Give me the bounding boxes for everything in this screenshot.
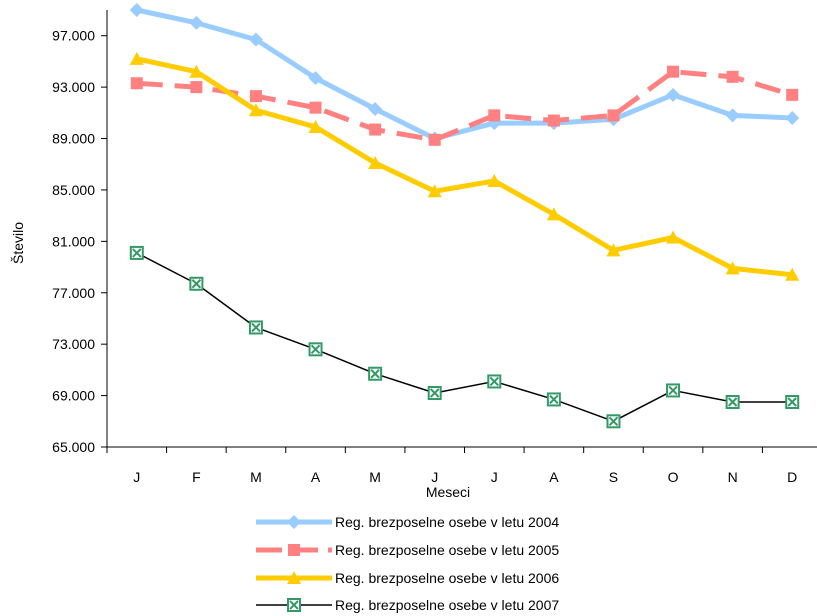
data-point: [308, 342, 323, 357]
x-tick-label: S: [609, 469, 618, 485]
data-point: [189, 64, 204, 78]
data-point: [487, 374, 502, 389]
data-point: [248, 103, 263, 117]
x-tick-label: M: [250, 469, 262, 485]
data-point: [368, 155, 383, 169]
data-point: [189, 15, 204, 30]
data-point: [607, 109, 620, 122]
axes: 65.000 69.000 73.000 77.000 81.000 85.000 89.0…: [52, 10, 817, 485]
data-point: [129, 51, 144, 65]
y-tick-label: 97.000: [52, 28, 95, 44]
y-tick-label: 93.000: [52, 79, 95, 95]
series-layer: [129, 3, 800, 429]
x-tick-label: J: [491, 469, 498, 485]
y-tick-label: 81.000: [52, 233, 95, 249]
data-point: [189, 276, 204, 291]
data-point: [427, 386, 442, 401]
legend-marker: [288, 544, 300, 556]
data-point: [666, 383, 681, 398]
x-tick-label: A: [311, 469, 321, 485]
data-point: [725, 108, 740, 123]
x-tick-label: M: [369, 469, 381, 485]
data-point: [248, 320, 263, 335]
data-point: [428, 133, 441, 146]
legend-marker: [287, 515, 301, 529]
data-point: [546, 207, 561, 221]
series-line: [136, 69, 793, 143]
data-point: [369, 123, 382, 136]
data-point: [130, 77, 143, 90]
x-tick-label: N: [728, 469, 738, 485]
legend-item-1: Reg. brezposelne osebe v letu 2004: [256, 514, 559, 530]
x-tick-label: J: [431, 469, 438, 485]
legend: Reg. brezposelne osebe v letu 2004 Reg. b…: [256, 514, 559, 613]
data-point: [666, 87, 681, 102]
data-point: [546, 392, 561, 407]
legend-item-4: Reg. brezposelne osebe v letu 2007: [256, 597, 559, 613]
data-point: [785, 267, 800, 281]
y-tick-label: 69.000: [52, 388, 95, 404]
series-1: [129, 3, 800, 146]
legend-label: Reg. brezposelne osebe v letu 2007: [335, 597, 559, 613]
data-point: [487, 173, 502, 187]
x-tick-label: F: [192, 469, 201, 485]
x-tick-label: A: [549, 469, 559, 485]
y-tick-label: 65.000: [52, 439, 95, 455]
y-tick-label: 89.000: [52, 131, 95, 147]
legend-marker: [287, 598, 301, 612]
data-point: [725, 261, 740, 275]
series-line: [136, 7, 793, 142]
legend-item-2: Reg. brezposelne osebe v letu 2005: [256, 542, 559, 558]
y-axis-title: Število: [10, 222, 26, 264]
data-point: [547, 114, 560, 127]
data-point: [248, 32, 263, 47]
data-point: [309, 101, 322, 114]
data-point: [190, 81, 203, 94]
data-point: [667, 65, 680, 78]
data-point: [726, 70, 739, 83]
data-point: [129, 245, 144, 260]
x-tick-label: J: [133, 469, 140, 485]
data-point: [368, 366, 383, 381]
legend-label: Reg. brezposelne osebe v letu 2006: [335, 570, 559, 586]
x-tick-label: D: [787, 469, 797, 485]
series-line: [136, 56, 793, 278]
x-axis-title: Meseci: [426, 484, 470, 500]
series-3: [129, 51, 800, 281]
data-point: [666, 230, 681, 244]
data-point: [725, 395, 740, 410]
data-point: [427, 184, 442, 198]
y-tick-label: 73.000: [52, 336, 95, 352]
x-tick-label: O: [668, 469, 679, 485]
data-point: [606, 243, 621, 257]
data-point: [129, 3, 144, 17]
data-point: [786, 88, 799, 101]
legend-label: Reg. brezposelne osebe v letu 2005: [335, 542, 559, 558]
data-point: [368, 101, 383, 116]
legend-marker: [287, 571, 301, 584]
data-point: [785, 395, 800, 410]
data-point: [308, 119, 323, 133]
y-tick-label: 77.000: [52, 285, 95, 301]
series-line: [136, 252, 793, 423]
series-2: [130, 65, 799, 146]
data-point: [249, 90, 262, 103]
data-point: [606, 414, 621, 429]
data-point: [488, 109, 501, 122]
legend-label: Reg. brezposelne osebe v letu 2004: [335, 514, 559, 530]
data-point: [785, 110, 800, 125]
data-point: [308, 71, 323, 86]
legend-item-3: Reg. brezposelne osebe v letu 2006: [256, 570, 559, 586]
y-tick-label: 85.000: [52, 182, 95, 198]
series-4: [129, 245, 800, 429]
